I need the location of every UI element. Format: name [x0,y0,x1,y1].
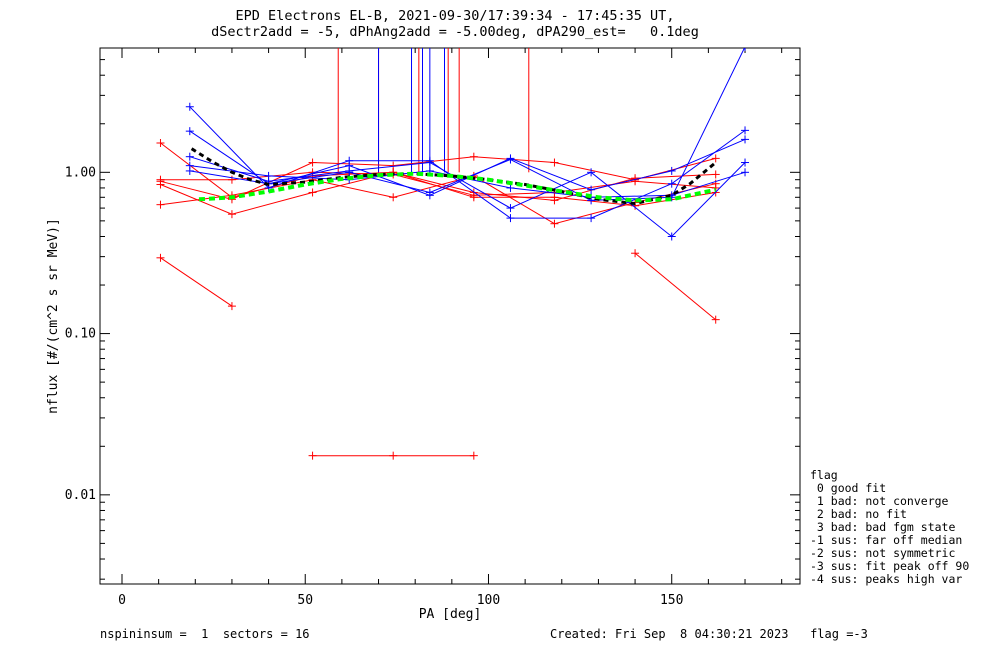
legend-entry: 2 bad: no fit [810,507,907,521]
legend-entry: -2 sus: not symmetric [810,546,956,560]
red-data-point [631,249,640,258]
red-data-point [389,451,398,460]
red-data-point [308,188,317,197]
legend-entry: 3 bad: bad fgm state [810,520,956,534]
green_fit-curve [198,171,717,203]
legend-entry: 0 good fit [810,481,887,495]
legend-entry: 1 bad: not converge [810,494,949,508]
blue-data-point [667,232,676,241]
red-data-point [308,158,317,167]
blue-data-point [185,127,194,136]
plot-frame [99,47,801,585]
chart-title-line-2: dSectr2add = -5, dPhAng2add = -5.00deg, … [211,24,699,40]
blue-series-line [189,106,746,219]
blue-data-point [425,158,434,167]
red-data-point [227,175,236,184]
blue-data-point [264,171,273,180]
blue-data-point [345,168,354,177]
chart-title-line-1: EPD Electrons EL-B, 2021-09-30/17:39:34 … [235,8,675,24]
blue-data-point [744,48,746,51]
red-data-point [550,158,559,167]
red-data-point [156,175,165,184]
blue-data-point [506,214,515,223]
legend-entry: -1 sus: far off median [810,533,963,547]
red-data-point [550,219,559,228]
blue-series-line [189,156,746,238]
red-data-point [711,315,720,324]
blue-data-point [587,214,596,223]
x-axis-label: PA [deg] [419,607,482,622]
legend-entry: -4 sus: peaks high var [810,572,963,586]
blue-data-point [667,179,676,188]
red-data-point [156,138,165,147]
red-data-point [156,200,165,209]
x-tick-label: 100 [477,593,500,608]
blue-data-point [185,102,194,111]
red-data-point [308,451,317,460]
red-data-point [227,302,236,311]
blue-data-point [506,183,515,192]
y-tick-label: 0.01 [65,488,96,503]
x-tick-label: 50 [297,593,313,608]
red-data-point [550,196,559,205]
x-tick-label: 150 [660,593,683,608]
red-series-line [160,175,716,225]
red-data-point [469,191,478,200]
red-data-point [469,152,478,161]
blue-data-point [741,158,750,167]
red-series-line [160,142,716,201]
blue-data-point [587,185,596,194]
footer-created-info: Created: Fri Sep 8 04:30:21 2023 flag =-… [550,627,868,641]
footer-sector-info: nspininsum = 1 sectors = 16 [100,627,310,641]
y-tick-label: 0.10 [65,327,96,342]
blue-data-point [185,152,194,161]
red-data-point [631,177,640,186]
y-axis-label: nflux [#/(cm^2 s sr MeV)] [46,218,61,414]
blue-data-point [667,166,676,175]
blue-data-point [506,204,515,213]
red-data-point [711,154,720,163]
blue-data-point [741,135,750,144]
red-series-line [634,252,717,321]
blue-data-point [741,168,750,177]
red-series-line [160,171,716,196]
red-series-line [160,257,233,307]
red-data-point [469,451,478,460]
blue-data-point [506,155,515,164]
blue-data-point [587,168,596,177]
legend-entry: -3 sus: fit peak off 90 [810,559,970,573]
red-data-point [227,210,236,219]
blue-data-point [185,166,194,175]
blue-data-point [425,188,434,197]
red-data-point [156,253,165,262]
blue-data-point [741,126,750,135]
red-data-point [711,170,720,179]
legend-title: flag [810,468,838,482]
y-tick-label: 1.00 [65,165,96,180]
red-data-point [389,193,398,202]
blue-series-line [189,130,746,196]
x-tick-label: 0 [118,593,126,608]
